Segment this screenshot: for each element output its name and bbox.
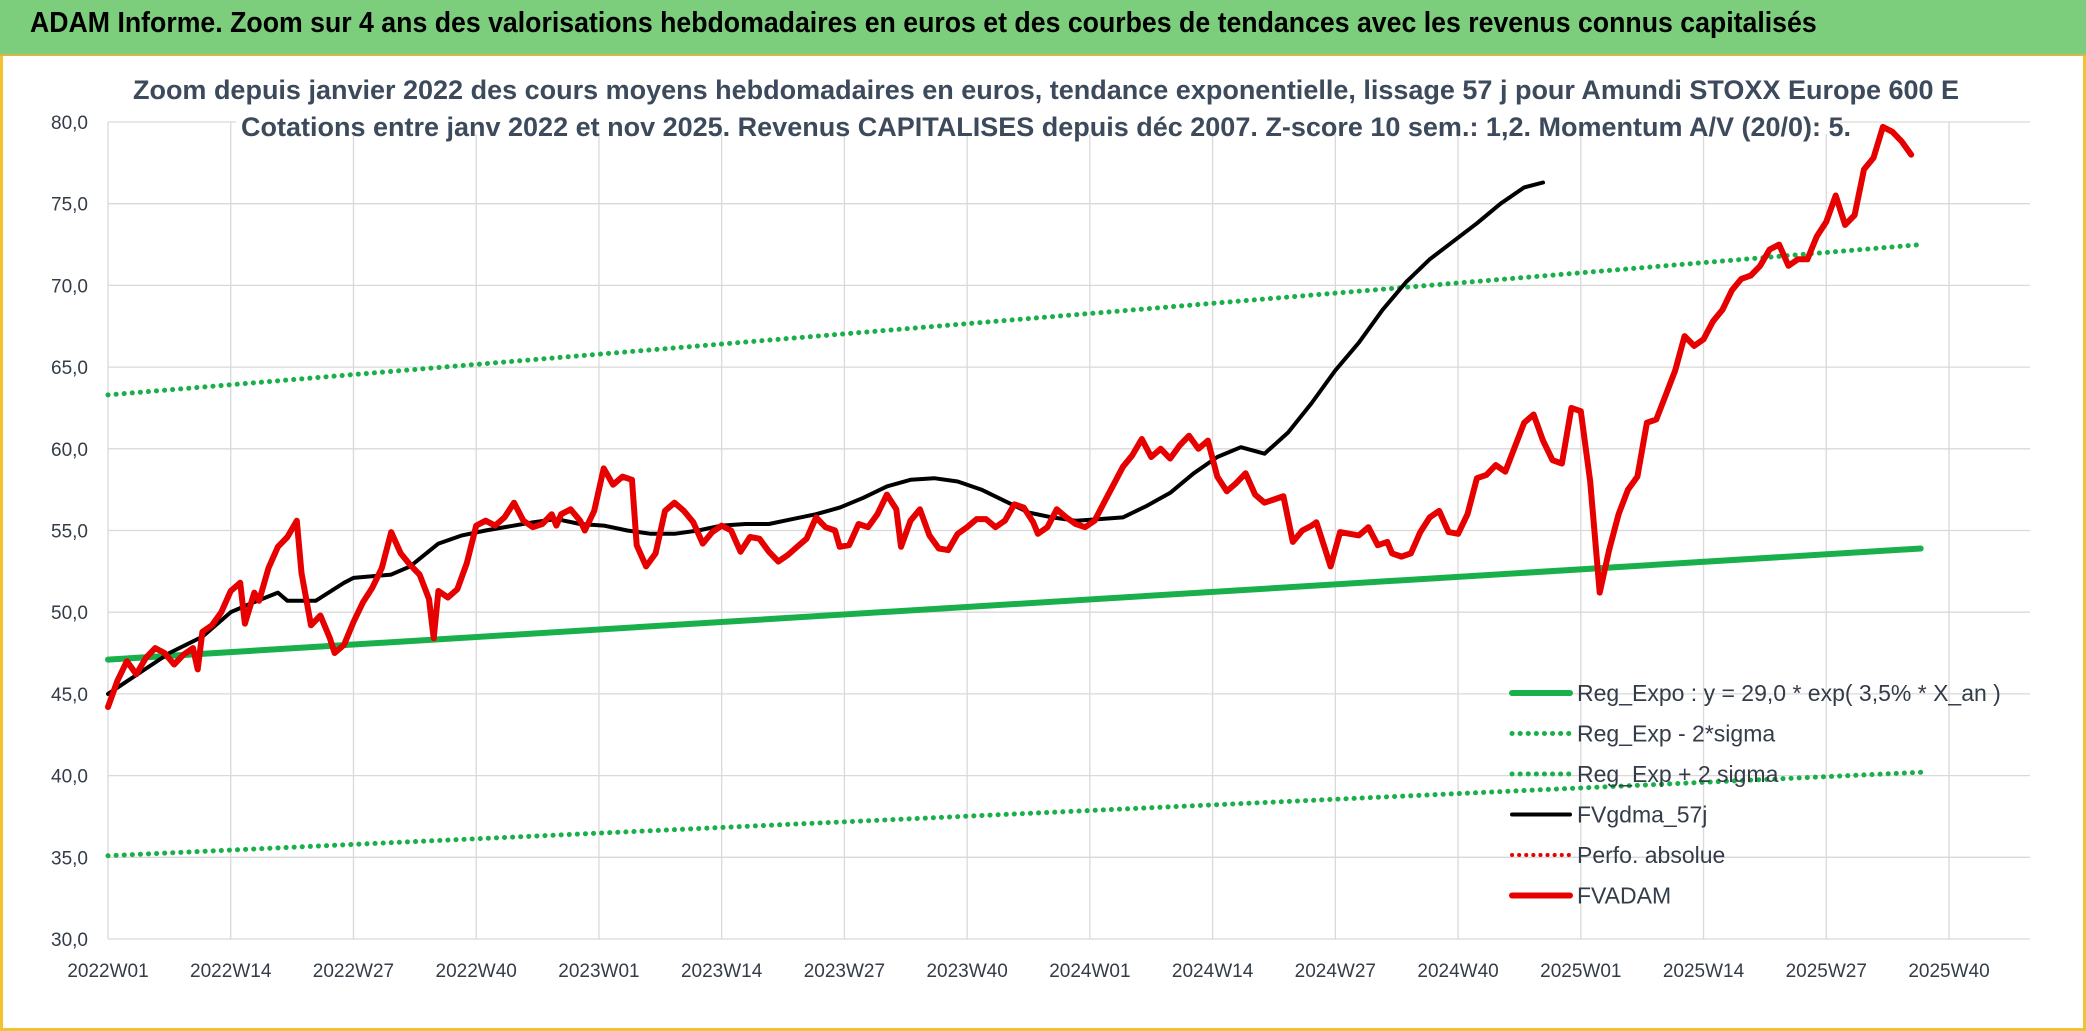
series-line-fvadam bbox=[105, 123, 1915, 710]
legend-label: FVgdma_57j bbox=[1577, 802, 1707, 828]
report-title: ADAM Informe. Zoom sur 4 ans des valoris… bbox=[30, 7, 1817, 39]
x-tick-label: 2025W01 bbox=[1540, 961, 1621, 982]
x-tick-label: 2022W40 bbox=[436, 961, 517, 982]
x-tick-label: 2025W40 bbox=[1908, 961, 1989, 982]
x-tick-label: 2024W27 bbox=[1295, 961, 1376, 982]
x-tick-label: 2023W01 bbox=[558, 961, 639, 982]
y-tick-label: 55,0 bbox=[51, 522, 88, 543]
y-tick-label: 65,0 bbox=[51, 358, 88, 379]
y-tick-label: 40,0 bbox=[51, 767, 88, 788]
y-tick-label: 35,0 bbox=[51, 848, 88, 869]
legend-label: Perfo. absolue bbox=[1577, 842, 1725, 868]
series-line-reg_expo bbox=[105, 545, 1924, 663]
x-tick-label: 2024W01 bbox=[1049, 961, 1130, 982]
legend-label: Reg_Expo : y = 29,0 * exp( 3,5% * X_an ) bbox=[1577, 680, 2001, 706]
chart-title: Zoom depuis janvier 2022 des cours moyen… bbox=[133, 75, 1959, 105]
vertical-gridlines bbox=[107, 122, 1950, 939]
x-tick-label: 2024W40 bbox=[1417, 961, 1498, 982]
y-tick-label: 70,0 bbox=[51, 276, 88, 297]
y-tick-label: 50,0 bbox=[51, 603, 88, 624]
legend-label: Reg_Exp + 2 sigma bbox=[1577, 761, 1779, 787]
x-tick-label: 2022W01 bbox=[67, 961, 148, 982]
legend-label: Reg_Exp - 2*sigma bbox=[1577, 721, 1775, 747]
x-tick-label: 2023W27 bbox=[804, 961, 885, 982]
y-tick-label: 80,0 bbox=[51, 113, 88, 134]
x-tick-label: 2023W40 bbox=[926, 961, 1007, 982]
x-axis-ticks: 2022W01 2022W14 2022W27 2022W40 2023W01 2023W… bbox=[67, 961, 1989, 982]
y-tick-label: 75,0 bbox=[51, 195, 88, 216]
line-chart: 30,0 35,0 40,0 45,0 50,0 55,0 60,0 65,0 70,0 75,0… bbox=[51, 62, 2030, 982]
x-tick-label: 2022W27 bbox=[313, 961, 394, 982]
x-tick-label: 2023W14 bbox=[681, 961, 763, 982]
horizontal-gridlines bbox=[108, 121, 2030, 940]
title-background bbox=[236, 62, 1840, 134]
legend-label: FVADAM bbox=[1577, 883, 1671, 909]
x-tick-label: 2025W27 bbox=[1786, 961, 1867, 982]
x-tick-label: 2022W14 bbox=[190, 961, 272, 982]
series-line-reg_exp bbox=[105, 242, 1924, 398]
series-lines bbox=[105, 123, 1924, 859]
y-axis-ticks: 30,0 35,0 40,0 45,0 50,0 55,0 60,0 65,0 70,0 75,0… bbox=[51, 113, 88, 951]
legend: Reg_Expo : y = 29,0 * exp( 3,5% * X_an )… bbox=[1509, 680, 2001, 909]
y-tick-label: 60,0 bbox=[51, 440, 88, 461]
y-tick-label: 30,0 bbox=[51, 930, 88, 951]
x-tick-label: 2024W14 bbox=[1172, 961, 1254, 982]
x-tick-label: 2025W14 bbox=[1663, 961, 1745, 982]
report-banner: ADAM Informe. Zoom sur 4 ans des valoris… bbox=[0, 0, 2086, 56]
chart-subtitle: Cotations entre janv 2022 et nov 2025. R… bbox=[241, 112, 1851, 142]
y-tick-label: 45,0 bbox=[51, 685, 88, 706]
series-line-reg_exp bbox=[105, 769, 1924, 859]
